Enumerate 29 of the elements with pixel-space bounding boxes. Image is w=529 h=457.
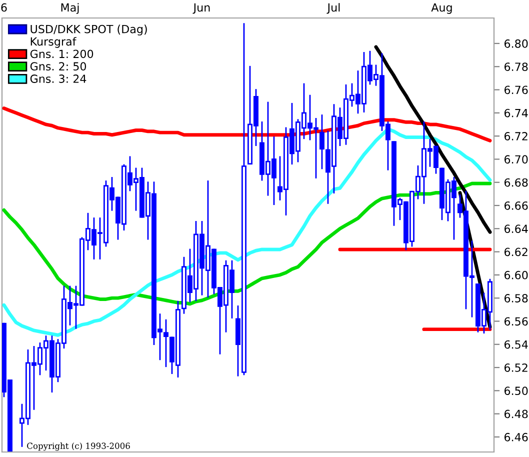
x-tick-label: Jun: [192, 3, 210, 14]
x-tick-label: Aug: [431, 3, 452, 14]
annotation: Copyright (c) 1993-2006: [27, 442, 130, 451]
y-tick-label: 6.72: [504, 132, 528, 140]
x-tick-label: Maj: [61, 3, 79, 14]
legend-title: Kursgraf: [30, 37, 76, 48]
y-tick-label: 6.46: [504, 432, 528, 442]
y-tick-label: 6.52: [504, 363, 528, 372]
y-tick-label: 6.56: [504, 317, 528, 326]
y-tick-label: 6.62: [504, 248, 528, 256]
legend-label: Gns. 2: 50: [30, 62, 86, 71]
y-tick-label: 6.48: [504, 410, 528, 418]
y-tick-label: 6.60: [504, 270, 528, 280]
x-tick-label: Jul: [326, 3, 340, 14]
y-tick-label: 6.66: [504, 201, 528, 210]
y-tick-label: 6.76: [504, 86, 528, 94]
y-tick-label: 6.74: [504, 108, 528, 118]
y-tick-label: 6.78: [504, 62, 528, 71]
legend-label: Gns. 3: 24: [30, 74, 86, 83]
legend-label: Gns. 1: 200: [30, 50, 94, 58]
y-tick-label: 6.58: [504, 294, 528, 302]
y-tick-label: 6.68: [504, 178, 528, 187]
y-tick-label: 6.70: [504, 155, 528, 164]
y-tick-label: 6.54: [504, 340, 528, 349]
y-tick-label: 6.64: [504, 224, 528, 234]
x-tick-label: 6: [1, 3, 7, 12]
y-tick-label: 6.50: [504, 386, 528, 396]
legend-label: USD/DKK SPOT (Dag): [30, 24, 147, 36]
y-tick-label: 6.80: [504, 39, 528, 48]
